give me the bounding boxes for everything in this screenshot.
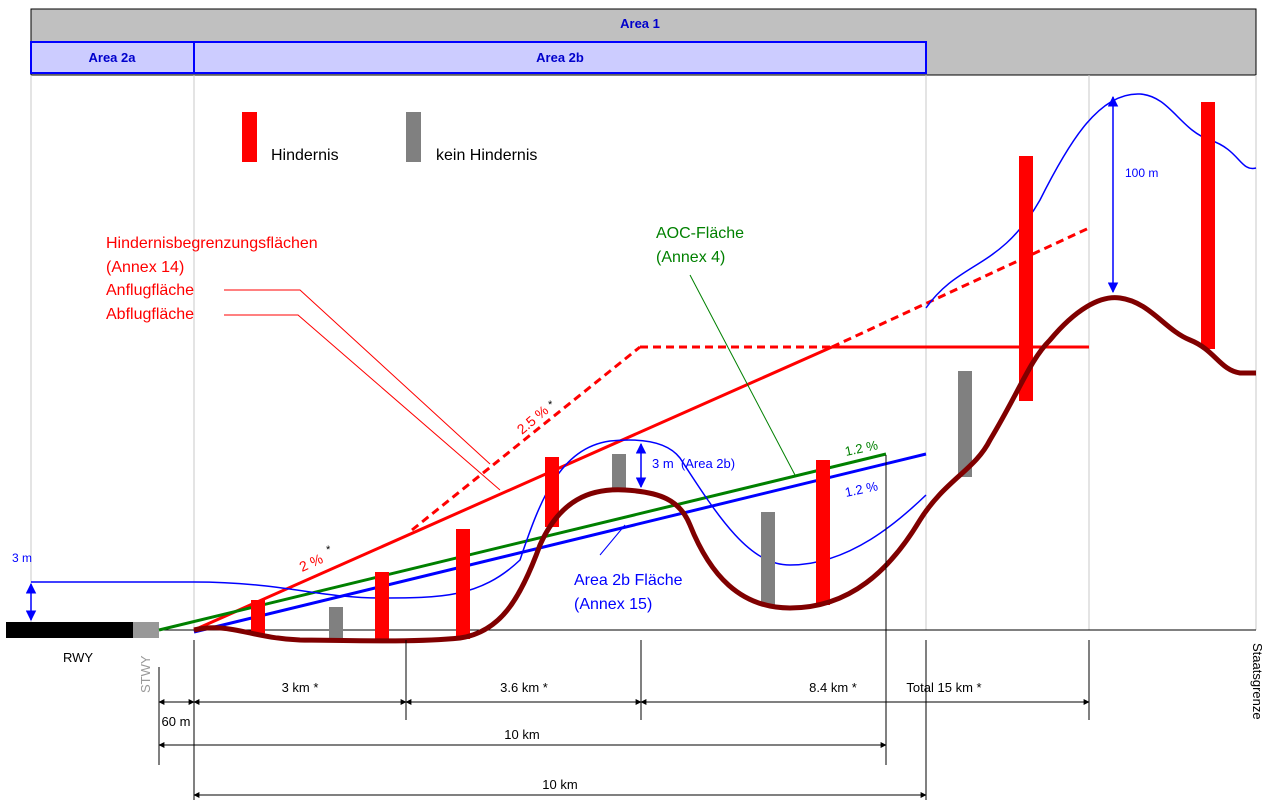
height-100m-label: 100 m [1125,166,1158,180]
area2b-surface-line [193,452,927,634]
dim-3-6km-label: 3.6 km * [500,680,548,695]
aoc-surface-label-line2: (Annex 4) [656,249,725,266]
area2b-header [193,41,927,74]
area2b-3m-offset-curve [31,439,927,599]
dimension-ticks [158,455,1090,800]
legend-non-obstacle-label: kein Hindernis [436,147,537,164]
terrain-profile [193,295,1256,644]
slope-2-5-star: * [548,399,553,411]
runway-bar [6,622,133,638]
non-obstacle-bar [612,454,626,492]
stwy-label: STWY [138,655,153,693]
non-obstacle-bar [958,371,972,477]
area2b-label: Area 2b [536,50,584,65]
obstacle-bar [375,572,389,640]
aoc-surface-line [158,452,887,632]
dim-60m-label: 60 m [162,714,191,729]
dimension-lines [158,699,1090,798]
dim-10km-lower-label: 10 km [542,777,577,792]
border-label: Staatsgrenze [1250,643,1265,720]
slope-2-star: * [326,544,331,556]
slope-2-5-label: 2.5 % [514,402,552,437]
slope-green-label: 1.2 % [844,437,880,459]
stopway-bar [133,622,159,638]
area2b-surface-label-line2: (Annex 15) [574,596,652,613]
height-3m-left-label: 3 m [12,551,32,565]
approach-surface-label: Anflugfläche [106,282,194,299]
obstacles [251,102,1215,640]
dim-10km-upper-label: 10 km [504,727,539,742]
obstacle-bar [456,529,470,639]
height-3m-area2b-label: 3 m (Area 2b) [652,456,735,471]
non-obstacle-bar [761,512,775,606]
area2a-label: Area 2a [89,50,137,65]
slope-2-label: 2 % [297,550,326,574]
obstacle-bar [251,600,265,634]
approach-surface-extension-dashed [831,226,1090,349]
dim-8-4km-label: 8.4 km * [809,680,857,695]
dim-total-15km-label: Total 15 km * [906,680,981,695]
leader-lines [224,274,796,556]
takeoff-surface-label: Abflugfläche [106,306,194,323]
dim-3km-label: 3 km * [282,680,319,695]
takeoff-surface-line [193,345,833,632]
legend-non-obstacle-swatch [406,112,421,162]
rwy-label: RWY [63,650,93,665]
obstacle-bar [545,457,559,527]
legend-obstacle-swatch [242,112,257,162]
area1-label: Area 1 [620,16,660,31]
slope-blue-label: 1.2 % [844,478,880,500]
obstacle-bar [1019,156,1033,401]
obstacle-bar [1201,102,1215,349]
obstacle-surfaces-title-line2: (Annex 14) [106,259,184,276]
guide-lines [30,75,1257,630]
aoc-surface-label-line1: AOC-Fläche [656,225,744,242]
obstacle-bar [816,460,830,605]
area2a-header [30,41,195,74]
approach-surface-dashed [411,345,641,532]
area2b-surface-label-line1: Area 2b Fläche [574,572,683,589]
non-obstacle-bar [329,607,343,640]
obstacle-surfaces-title-line1: Hindernisbegrenzungsflächen [106,235,318,252]
legend-obstacle-label: Hindernis [271,147,339,164]
